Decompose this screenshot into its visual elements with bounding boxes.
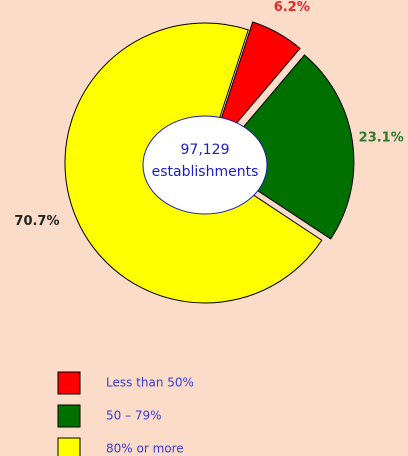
slice — [213, 54, 355, 240]
center-value: 97,129 — [181, 142, 230, 158]
legend-label: 50 – 79% — [106, 409, 162, 423]
legend-swatch — [57, 404, 81, 428]
value-label: 70.7% — [14, 214, 59, 229]
value-label: 23.1% — [359, 130, 404, 145]
center-caption: establishments — [152, 164, 259, 180]
value-label: 6.2% — [274, 0, 310, 15]
donut-hole — [142, 115, 268, 215]
legend-label: 80% or more — [106, 442, 184, 456]
legend-swatch — [57, 437, 81, 456]
legend-label: Less than 50% — [106, 376, 194, 390]
legend-swatch — [57, 371, 81, 395]
